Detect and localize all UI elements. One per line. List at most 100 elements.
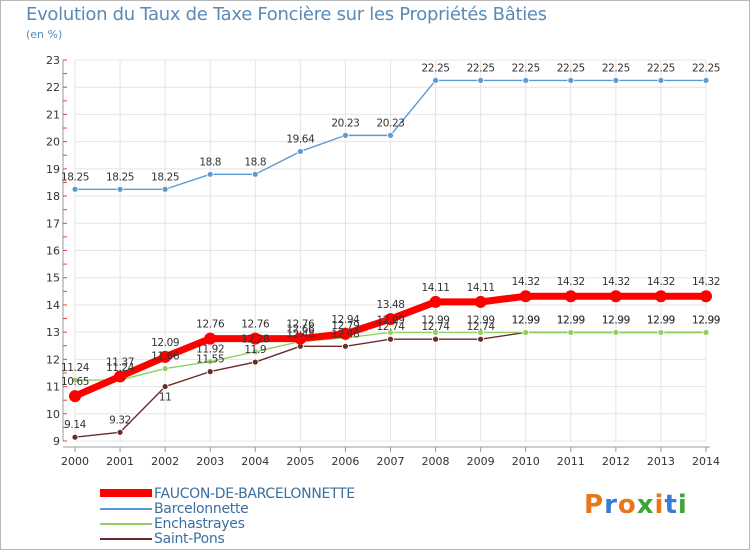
data-label: 11.9 [244, 344, 266, 356]
x-tick-label: 2009 [467, 455, 495, 468]
data-label: 12.99 [557, 314, 585, 326]
data-point [206, 170, 214, 178]
data-label: 13.48 [376, 299, 404, 311]
data-point [387, 329, 394, 336]
data-label: 12.76 [241, 319, 270, 331]
data-point [474, 295, 487, 308]
data-label: 22.25 [512, 62, 540, 74]
data-label: 20.23 [376, 117, 404, 129]
data-point [71, 185, 79, 193]
data-label: 14.32 [692, 276, 720, 288]
x-tick-label: 2010 [512, 455, 540, 468]
y-tick-label: 23 [46, 54, 60, 67]
data-point [294, 332, 307, 345]
data-label: 12.99 [692, 314, 720, 326]
series-faucon-de-barcelonnette [69, 290, 712, 403]
data-point [114, 370, 127, 383]
data-point [654, 290, 667, 303]
data-label: 12.99 [692, 314, 720, 326]
x-tick-label: 2011 [557, 455, 585, 468]
data-point [432, 335, 439, 343]
data-label: 18.25 [106, 171, 134, 183]
data-point [116, 428, 124, 436]
data-label: 12.48 [331, 328, 359, 340]
data-point [251, 358, 259, 366]
x-tick-label: 2012 [602, 455, 630, 468]
data-label: 22.25 [557, 62, 585, 74]
data-point [429, 295, 442, 308]
data-point [612, 329, 620, 336]
data-label: 12.09 [151, 337, 179, 349]
data-label: 12.94 [331, 314, 360, 326]
data-point [206, 368, 214, 376]
logo-letter: i [654, 490, 665, 520]
data-label: 22.25 [647, 62, 675, 74]
data-label: 11.24 [61, 362, 90, 374]
data-label: 12.76 [196, 319, 225, 331]
data-label: 12.74 [376, 321, 405, 333]
x-tick-label: 2013 [647, 455, 675, 468]
legend-label-enchastrayes: Enchastrayes [154, 516, 245, 532]
data-label: 9.32 [109, 414, 131, 426]
x-tick-label: 2005 [286, 455, 314, 468]
data-label: 12.99 [422, 314, 450, 326]
data-label: 12.99 [647, 314, 675, 326]
data-label: 12.99 [647, 314, 675, 326]
data-point [432, 329, 439, 336]
data-label: 12.74 [467, 321, 496, 333]
proxiti-logo: Proxiti [584, 490, 688, 520]
x-tick-label: 2008 [422, 455, 450, 468]
y-tick-label: 16 [46, 245, 60, 258]
x-tick-label: 2014 [692, 455, 720, 468]
data-point [567, 77, 575, 84]
data-label: 12.76 [286, 319, 315, 331]
data-label: 12.99 [467, 314, 495, 326]
data-point [204, 332, 217, 345]
series-layer [69, 77, 712, 441]
data-label: 14.32 [557, 276, 585, 288]
data-point [702, 77, 710, 84]
data-point [387, 131, 394, 139]
y-tick-label: 15 [46, 272, 60, 285]
data-point [161, 365, 169, 373]
data-point [159, 350, 172, 363]
data-point [432, 77, 439, 84]
data-label: 11.92 [196, 344, 224, 356]
y-tick-label: 13 [46, 326, 60, 339]
data-point [567, 329, 575, 336]
data-point [522, 77, 530, 84]
data-label: 22.25 [422, 62, 450, 74]
legend-swatch-saint-pons [100, 538, 152, 540]
data-label: 22.25 [467, 62, 495, 74]
y-tick-label: 11 [46, 381, 60, 394]
data-label: 12.79 [331, 320, 359, 332]
y-tick-label: 14 [46, 299, 60, 312]
data-point [384, 313, 397, 326]
data-point [69, 390, 81, 403]
x-tick-label: 2004 [241, 455, 269, 468]
data-label: 12.99 [602, 314, 630, 326]
logo-letter: r [604, 490, 618, 520]
data-label: 20.23 [331, 117, 359, 129]
data-label: 9.14 [64, 419, 86, 431]
data-point [296, 148, 304, 155]
data-point [206, 358, 214, 365]
data-point [342, 131, 349, 139]
y-tick-label: 22 [46, 81, 60, 94]
data-point [477, 335, 485, 343]
data-point [702, 329, 710, 336]
data-point [477, 77, 485, 84]
logo-letter: o [617, 490, 637, 520]
data-label: 19.64 [286, 133, 315, 145]
data-label: 18.8 [244, 156, 266, 168]
data-point [519, 290, 532, 303]
data-label: 18.8 [199, 156, 221, 168]
data-point [342, 342, 349, 350]
data-label: 12.99 [376, 314, 404, 326]
data-label: 12.99 [512, 314, 540, 326]
axis-layer: 9 10 11 12 13 14 15 16 17 18 19 20 21 22 23 2000 2001 200… [46, 54, 720, 468]
x-tick-label: 2001 [106, 455, 134, 468]
